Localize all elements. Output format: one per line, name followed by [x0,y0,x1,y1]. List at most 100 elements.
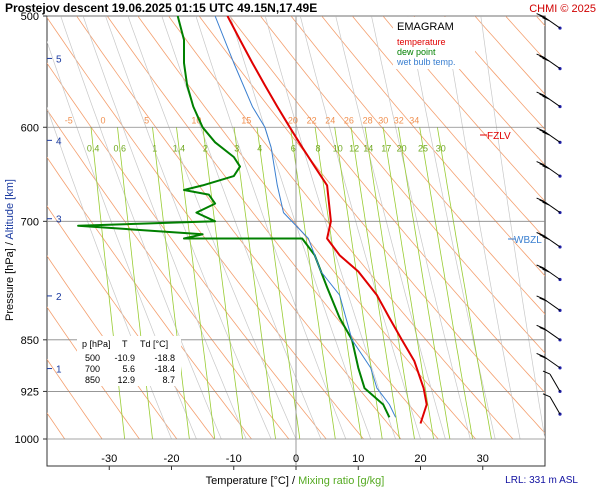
mixing-ratio-label: 8 [315,143,320,153]
pressure-tick-label: 1000 [15,434,39,446]
dry-adiabat-line [321,16,545,277]
dry-adiabat-label: 5 [144,115,149,125]
mixing-ratio-line [398,127,451,440]
altitude-tick-label: 5 [56,54,62,65]
mixing-ratio-label: 0.4 [87,143,100,153]
title-part: 49.15N,17.49E [237,1,317,15]
temperature-tick-label: 30 [477,453,489,465]
mixing-ratio-line [350,127,400,440]
wind-barb [536,13,562,30]
mixing-ratio-line [202,127,243,440]
lrl-label: LRL: 331 m ASL [505,475,578,486]
wind-barb-feather [539,355,547,359]
legend-box [393,17,475,69]
dry-adiabat-label: 28 [363,115,373,125]
title-part: 19.06.2025 01:15 UTC [112,1,237,15]
altitude-tick-label: 4 [56,136,62,147]
wind-barb [542,393,562,416]
table-background [77,336,181,386]
wind-barb [536,127,562,144]
mixing-ratio-label: 2 [203,143,208,153]
wind-barb [536,161,562,178]
dry-adiabat-label: 32 [394,115,404,125]
saturated-adiabat-line [60,16,222,440]
mixing-ratio-label: 17 [381,143,391,153]
wind-barb-feather [539,15,547,20]
wind-barb-feather [542,370,551,375]
wind-barb-feather [536,264,544,269]
wind-barb-feather [536,232,544,236]
wind-barb [536,324,562,342]
legend-wet-bulb: wet bulb temp. [396,57,456,67]
temperature-line [226,16,428,424]
y-axis-label-part: Altitude [km] [4,179,16,240]
mixing-ratio-label: 0.6 [113,143,126,153]
altitude-tick-label: 2 [56,292,62,303]
saturated-adiabat-line [264,16,396,440]
mixing-ratio-label: 3 [234,143,239,153]
table-cell: -18.4 [154,364,175,374]
saturated-adiabat-line [299,16,421,440]
table-header: T [122,339,128,349]
wind-barb-feather [539,234,547,238]
wind-barb-feather [542,131,550,136]
dry-adiabat-label: 24 [325,115,335,125]
temperature-tick-label: 20 [414,453,426,465]
dry-adiabat-label: 15 [241,115,251,125]
chart-title: Prostejov descent 19.06.2025 01:15 UTC 4… [5,1,317,15]
saturated-adiabat-line [195,16,347,440]
wind-barb-feather [536,295,544,300]
temperature-tick-label: -10 [226,453,242,465]
wind-barb-feather [539,93,547,98]
pressure-tick-label: 925 [21,386,39,398]
temperature-tick-label: -20 [164,453,180,465]
dry-adiabat-label: 30 [378,115,388,125]
mixing-ratio-line [152,127,190,440]
wind-barb-feather [536,161,544,166]
table-cell: 850 [85,375,100,385]
wind-barb-feather [539,163,547,168]
dry-adiabat-label: 34 [409,115,419,125]
pressure-tick-label: 850 [21,335,39,347]
mixing-ratio-line [419,127,473,440]
mixing-ratio-line [364,127,415,440]
table-header: Td [°C] [140,339,168,349]
dry-adiabat-line [413,16,545,166]
wind-barb-feather [539,199,547,204]
saturated-adiabat-line [335,16,446,440]
altitude-tick-label: 1 [56,365,62,376]
mixing-ratio-label: 4 [257,143,262,153]
wbzl-label: WBZL [514,235,542,246]
wind-barb-feather [539,129,547,134]
mixing-ratio-label: 10 [333,143,343,153]
mixing-ratio-line [314,127,362,440]
y-axis-label-part: Pressure [hPa] [4,245,16,321]
wind-barb-feather [536,324,544,329]
mixing-ratio-line [117,127,153,440]
dry-adiabat-line [544,0,600,439]
mixing-ratio-label: 14 [363,143,373,153]
mixing-ratio-line [290,127,336,440]
mixing-ratio-label: 1 [152,143,157,153]
table-cell: -10.9 [114,353,135,363]
dry-adiabat-line [259,16,545,354]
table-cell: 5.6 [122,364,135,374]
altitude-tick-label: 3 [56,215,62,226]
saturated-adiabat-line [371,16,471,440]
profile-lines [77,16,428,424]
saturated-adiabat-line [480,16,545,440]
wind-barb-staff [549,396,561,415]
wind-barb-feather [542,268,550,273]
dry-adiabat-line [290,16,545,315]
temperature-tick-label: 0 [293,453,299,465]
table-header: p [hPa] [82,339,111,349]
table-cell: -18.8 [154,353,175,363]
wind-barb-feather [539,266,547,271]
mixing-ratio-line [382,127,434,440]
wind-barb [542,370,562,394]
x-axis-label-part: / [292,475,298,487]
mixing-ratio-label: 25 [418,143,428,153]
table-cell: 8.7 [162,375,175,385]
wind-barb [536,53,562,71]
copyright-text: CHMI © 2025 [529,3,596,15]
